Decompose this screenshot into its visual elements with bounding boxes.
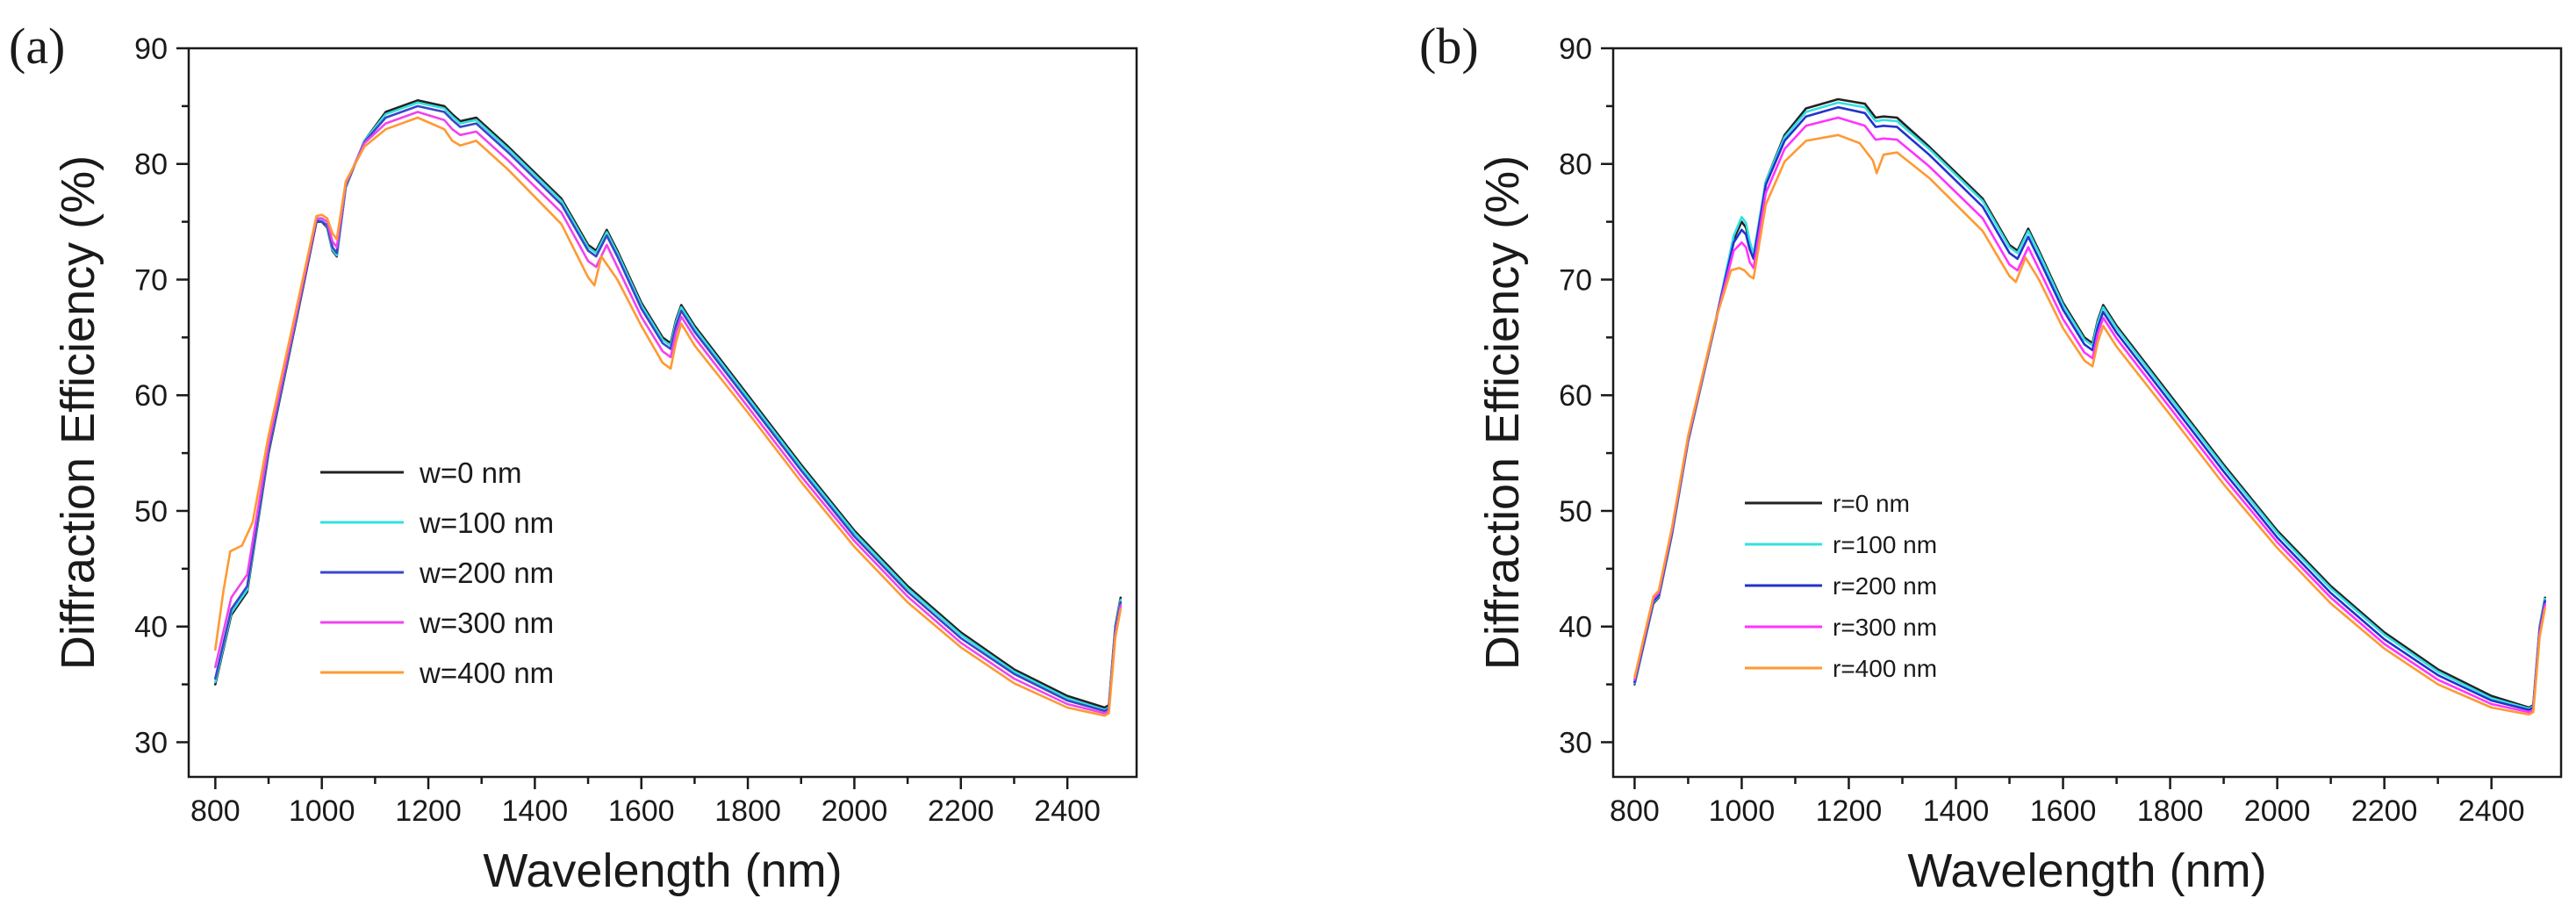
legend-label: w=300 nm	[419, 607, 554, 639]
panel-label: (a)	[9, 18, 65, 75]
legend-label: w=200 nm	[419, 557, 554, 589]
legend-label: w=400 nm	[419, 657, 554, 689]
x-axis-title: Wavelength (nm)	[483, 845, 842, 897]
y-tick-label: 90	[1559, 32, 1592, 66]
y-tick-label: 60	[134, 379, 168, 413]
series-line-w-200-nm	[214, 104, 1123, 713]
x-tick-label: 2200	[2351, 794, 2418, 828]
x-tick-label: 2000	[822, 794, 888, 828]
y-tick-label: 70	[134, 263, 168, 297]
x-tick-label: 1400	[1923, 794, 1990, 828]
x-tick-label: 1600	[608, 794, 675, 828]
legend-label: r=0 nm	[1833, 490, 1910, 517]
legend: r=0 nm r=100 nm r=200 nm r=300 nm r=400 nm	[1745, 490, 1937, 682]
x-tick-label: 1800	[2137, 794, 2204, 828]
y-axis-title: Diffraction Efficiency (%)	[52, 155, 104, 670]
x-tick-label: 800	[1610, 794, 1660, 828]
y-axis-title: Diffraction Efficiency (%)	[1476, 155, 1529, 670]
y-tick-label: 50	[1559, 495, 1592, 528]
y-tick-label: 70	[1559, 263, 1592, 297]
series-line-r-100-nm	[1633, 101, 2546, 710]
x-axis-title: Wavelength (nm)	[1907, 845, 2266, 897]
y-tick-label: 40	[134, 611, 168, 644]
legend-label: r=200 nm	[1833, 572, 1937, 600]
x-tick-label: 1200	[1816, 794, 1883, 828]
x-tick-label: 1200	[395, 794, 462, 828]
panel-a: (a) 800 1000 1200 1400 1600 1800 2000 2200 2400 30…	[9, 18, 1138, 897]
y-tick-label: 90	[134, 32, 168, 66]
plot-frame	[1611, 47, 2563, 779]
legend-label: w=100 nm	[419, 507, 554, 539]
panel-b: (b) 800 1000 1200 1400 1600 1800 2000 2200 2400 30…	[1419, 18, 2563, 897]
panel-label: (b)	[1419, 18, 1479, 75]
y-tick-label: 30	[1559, 726, 1592, 759]
series-line-w-400-nm	[214, 116, 1123, 717]
legend: w=0 nm w=100 nm w=200 nm w=300 nm w=400 nm	[320, 456, 554, 689]
x-tick-label: 800	[190, 794, 240, 828]
y-tick-label: 80	[134, 148, 168, 182]
series-line-w-300-nm	[214, 111, 1123, 715]
y-tick-label: 60	[1559, 379, 1592, 413]
y-tick-label: 80	[1559, 148, 1592, 182]
x-tick-label: 1400	[502, 794, 569, 828]
series-line-w-100-nm	[214, 101, 1123, 711]
x-tick-label: 2200	[928, 794, 994, 828]
legend-label: r=100 nm	[1833, 531, 1937, 558]
x-tick-label: 1600	[2030, 794, 2097, 828]
x-tick-label: 2400	[2458, 794, 2525, 828]
legend-label: r=300 nm	[1833, 614, 1937, 641]
x-tick-label: 1800	[714, 794, 781, 828]
x-tick-label: 2000	[2244, 794, 2311, 828]
series-line-w-0-nm	[214, 99, 1123, 709]
series-line-r-200-nm	[1633, 105, 2546, 711]
x-tick-label: 1000	[1709, 794, 1776, 828]
x-tick-label: 1000	[289, 794, 355, 828]
y-tick-label: 30	[134, 726, 168, 759]
y-tick-label: 50	[134, 495, 168, 528]
legend-label: r=400 nm	[1833, 655, 1937, 682]
y-tick-label: 40	[1559, 611, 1592, 644]
legend-label: w=0 nm	[419, 456, 521, 489]
x-tick-label: 2400	[1034, 794, 1101, 828]
series-line-r-400-nm	[1633, 133, 2546, 716]
plot-frame	[187, 47, 1138, 779]
series-line-r-300-nm	[1633, 116, 2546, 714]
